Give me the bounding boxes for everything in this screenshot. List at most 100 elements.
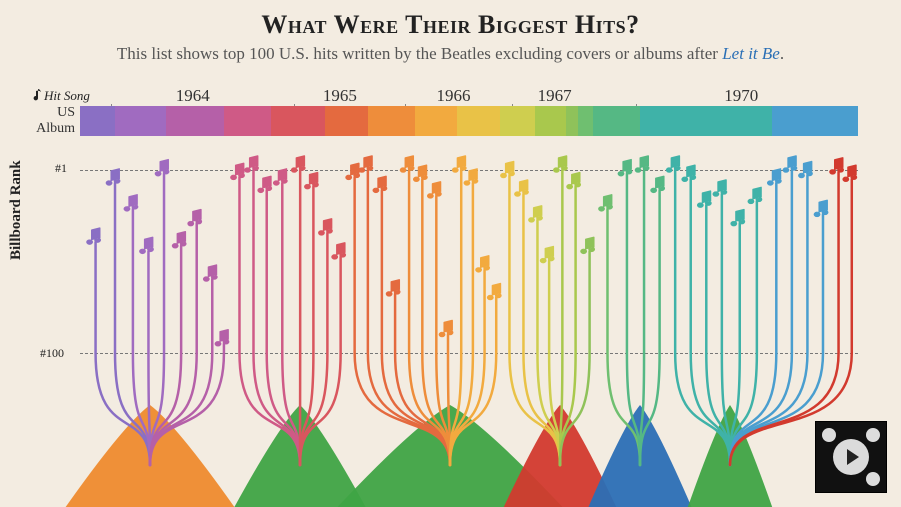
hit-song[interactable]: [698, 191, 730, 465]
music-note-icon: [428, 182, 441, 198]
hit-song[interactable]: [529, 206, 560, 465]
hit-song[interactable]: [414, 165, 450, 465]
album-segment[interactable]: [500, 106, 535, 136]
music-note-icon: [581, 237, 594, 253]
songwriter-root: [585, 405, 695, 507]
music-note-icon: [768, 169, 781, 185]
hit-song[interactable]: [713, 180, 730, 465]
album-segment[interactable]: [640, 106, 772, 136]
hit-song[interactable]: [667, 156, 730, 465]
album-segment[interactable]: [325, 106, 368, 136]
hit-song[interactable]: [560, 173, 580, 465]
music-note-icon: [682, 165, 695, 181]
album-segment[interactable]: [772, 106, 858, 136]
hit-song[interactable]: [245, 156, 300, 465]
music-note-icon: [567, 173, 580, 189]
album-segment[interactable]: [415, 106, 458, 136]
hit-song[interactable]: [636, 156, 649, 465]
play-icon: [833, 439, 869, 475]
rank-100-label: #100: [40, 346, 64, 361]
hit-song[interactable]: [541, 247, 560, 465]
hit-song[interactable]: [640, 176, 664, 465]
music-note-icon: [515, 180, 528, 196]
audio-player-button[interactable]: [815, 421, 887, 493]
music-note-icon: [731, 210, 744, 226]
hit-song[interactable]: [140, 237, 153, 465]
album-segment[interactable]: [115, 106, 166, 136]
hit-song[interactable]: [292, 156, 305, 465]
hit-song[interactable]: [300, 219, 332, 465]
hit-song[interactable]: [730, 162, 812, 465]
hit-song[interactable]: [150, 330, 229, 465]
music-note-icon: [488, 284, 501, 300]
hit-song[interactable]: [231, 163, 300, 465]
hit-song[interactable]: [515, 180, 560, 465]
hit-song[interactable]: [554, 156, 567, 465]
music-note-icon: [830, 158, 843, 174]
music-note-icon: [106, 169, 119, 185]
album-segment[interactable]: [271, 106, 325, 136]
music-note-icon: [476, 256, 489, 272]
album-segment[interactable]: [368, 106, 415, 136]
hit-song[interactable]: [730, 158, 843, 465]
hit-song[interactable]: [560, 237, 594, 465]
music-note-icon: [305, 173, 318, 189]
music-note-icon: [173, 232, 186, 248]
hit-song[interactable]: [401, 156, 450, 465]
hit-song[interactable]: [150, 265, 217, 465]
music-note-icon: [698, 191, 711, 207]
hit-song[interactable]: [258, 176, 300, 465]
music-note-icon: [439, 321, 452, 337]
album-segment[interactable]: [578, 106, 594, 136]
album-segment[interactable]: [166, 106, 224, 136]
songwriter-root: [685, 405, 775, 507]
hit-song[interactable]: [106, 169, 150, 465]
hit-song[interactable]: [730, 200, 828, 465]
music-note-icon: [231, 163, 244, 179]
album-segment[interactable]: [566, 106, 578, 136]
hit-song[interactable]: [87, 228, 150, 465]
music-note-icon: [814, 200, 827, 216]
hit-song[interactable]: [387, 280, 450, 465]
hit-song[interactable]: [150, 210, 201, 465]
hit-song[interactable]: [150, 160, 169, 465]
music-note-icon: [414, 165, 427, 181]
music-note-icon: [373, 176, 386, 192]
hit-song[interactable]: [682, 165, 730, 465]
album-segment[interactable]: [535, 106, 566, 136]
music-note-icon: [188, 210, 201, 226]
album-timeline: [80, 106, 858, 136]
hit-song[interactable]: [359, 156, 450, 465]
hit-song[interactable]: [730, 210, 744, 465]
hit-song[interactable]: [346, 163, 450, 465]
hit-song[interactable]: [373, 176, 450, 465]
music-note-icon: [464, 169, 477, 185]
album-segment[interactable]: [457, 106, 500, 136]
hit-song[interactable]: [428, 182, 450, 465]
hit-song[interactable]: [730, 156, 797, 465]
hit-song[interactable]: [150, 232, 186, 465]
chart-title: What Were Their Biggest Hits?: [0, 10, 901, 40]
hit-song[interactable]: [450, 169, 478, 465]
hit-song[interactable]: [450, 284, 501, 465]
let-it-be-link[interactable]: Let it Be: [722, 44, 780, 63]
rank-1-label: #1: [55, 161, 67, 176]
year-label: 1964: [176, 86, 210, 106]
hit-song[interactable]: [450, 256, 489, 465]
music-note-icon: [843, 165, 856, 181]
music-note-icon: [651, 176, 664, 192]
hit-song[interactable]: [450, 156, 466, 465]
album-segment[interactable]: [593, 106, 640, 136]
hit-song[interactable]: [501, 162, 560, 465]
hit-song[interactable]: [730, 169, 781, 465]
hit-song[interactable]: [730, 187, 762, 465]
hit-song[interactable]: [300, 173, 318, 465]
hit-song[interactable]: [439, 321, 452, 465]
album-segment[interactable]: [80, 106, 115, 136]
hit-song[interactable]: [274, 169, 300, 465]
album-segment[interactable]: [224, 106, 271, 136]
music-note-icon: [30, 88, 42, 102]
hit-song[interactable]: [618, 160, 640, 465]
hit-song[interactable]: [124, 195, 150, 465]
hit-song[interactable]: [599, 195, 640, 465]
